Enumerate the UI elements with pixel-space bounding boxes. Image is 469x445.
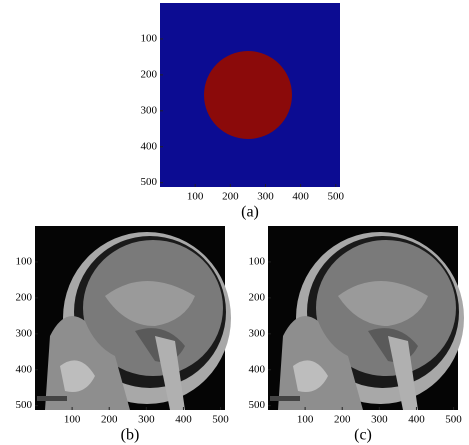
x-tick-label: 400 (408, 414, 425, 426)
x-tick-label: 400 (175, 414, 192, 426)
x-tick-label: 300 (257, 191, 274, 203)
image-b (35, 226, 231, 410)
x-tick-label: 300 (371, 414, 388, 426)
y-tick-label: 300 (141, 104, 158, 116)
y-tick-label: 200 (141, 68, 158, 80)
y-tick-label: 200 (249, 291, 266, 303)
panel-caption: (c) (354, 427, 372, 444)
x-tick-label: 100 (64, 414, 81, 426)
y-tick-label: 500 (249, 399, 266, 411)
x-tick-label: 200 (101, 414, 118, 426)
x-tick-label: 500 (328, 191, 345, 203)
y-tick-label: 500 (141, 176, 158, 188)
x-tick-label: 100 (187, 191, 204, 203)
x-tick-label: 100 (297, 414, 314, 426)
x-tick-label: 300 (138, 414, 155, 426)
y-tick-label: 500 (16, 399, 33, 411)
y-tick-label: 400 (16, 363, 33, 375)
panel-caption: (b) (121, 427, 140, 444)
y-tick-label: 100 (16, 255, 33, 267)
y-tick-label: 100 (141, 32, 158, 44)
image-c (268, 226, 464, 410)
y-tick-label: 300 (16, 327, 33, 339)
x-tick-label: 400 (292, 191, 309, 203)
x-tick-label: 200 (222, 191, 239, 203)
x-tick-label: 500 (212, 414, 229, 426)
y-tick-label: 200 (16, 291, 33, 303)
figure: 100 200 300 400 500 100 200 300 400 500 (a) 100 200 3… (0, 0, 469, 445)
x-tick-label: 500 (445, 414, 462, 426)
circle-region (204, 51, 292, 139)
y-tick-label: 400 (141, 140, 158, 152)
y-tick-label: 300 (249, 327, 266, 339)
y-tick-label: 100 (249, 255, 266, 267)
y-tick-label: 400 (249, 363, 266, 375)
panel-caption: (a) (241, 204, 259, 221)
x-tick-label: 200 (334, 414, 351, 426)
